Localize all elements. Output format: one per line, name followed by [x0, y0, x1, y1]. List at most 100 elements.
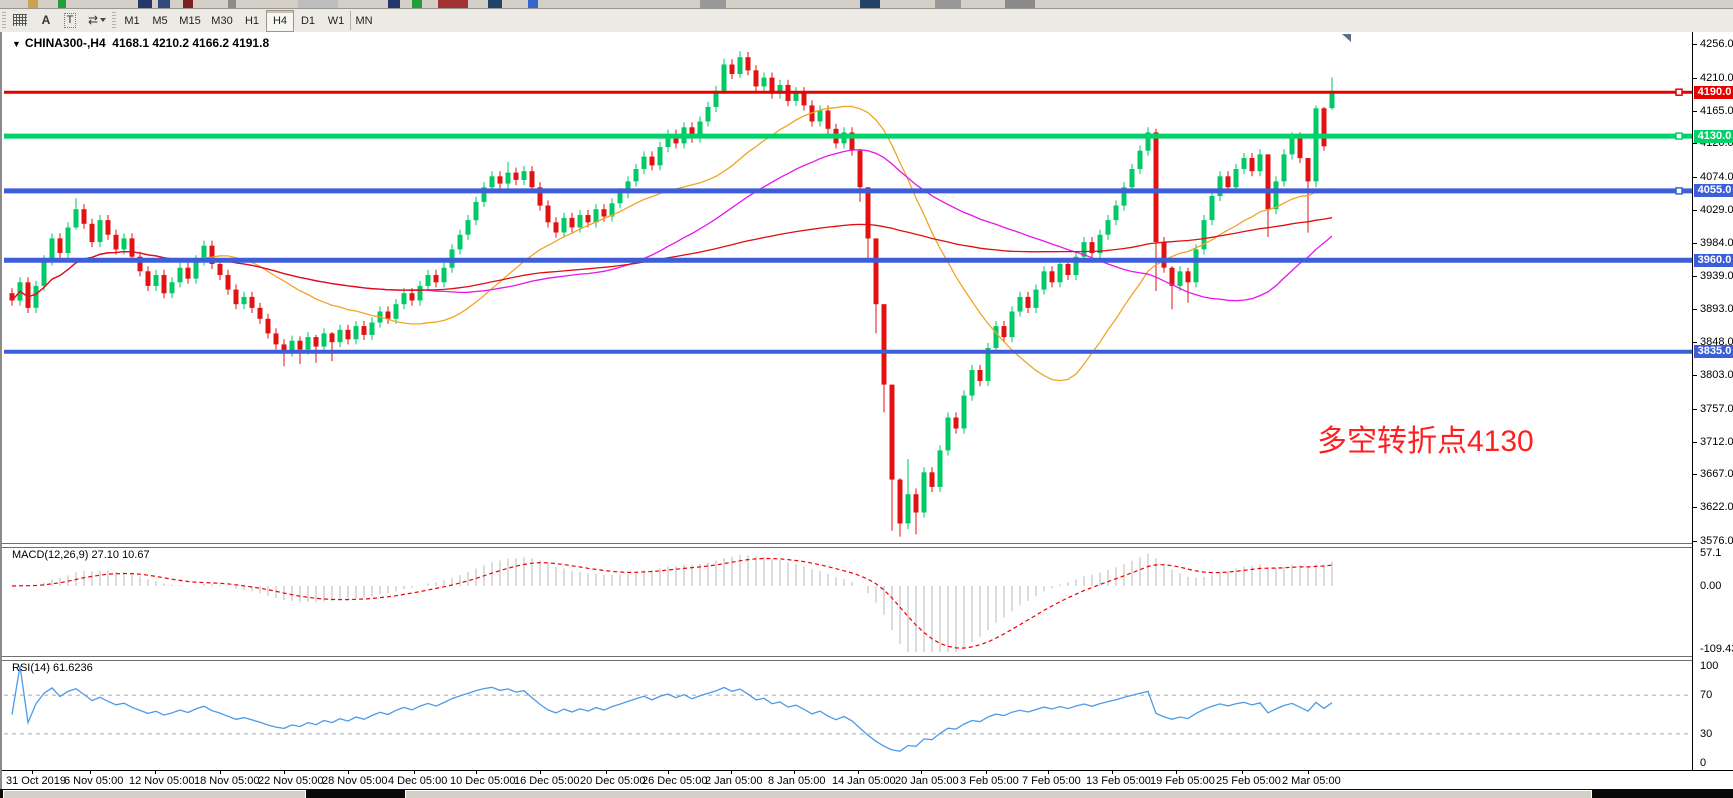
- chart-toolbar: A T ⇄ M1 M5 M15 M30 H1 H4 D1 W1 MN: [0, 9, 1733, 33]
- price-tick-label: 3712.0: [1700, 436, 1733, 448]
- price-tick-label: 4074.0: [1700, 171, 1733, 183]
- candle-body: [113, 234, 119, 250]
- toolbar-icon-fragment: [935, 0, 961, 8]
- axis-tick: [1693, 474, 1697, 475]
- price-axis[interactable]: 4256.0 4210.0 4165.0 4120.0 4074.0 4029.0 3984…: [1692, 32, 1733, 770]
- candle-body: [1049, 271, 1055, 283]
- macd-panel[interactable]: MACD(12,26,9) 27.10 10.67: [4, 546, 1692, 656]
- candle-body: [1105, 220, 1111, 235]
- line-edge-marker[interactable]: [1675, 132, 1683, 140]
- timeframe-button-mn[interactable]: MN: [355, 15, 373, 27]
- candle-body: [1169, 267, 1175, 286]
- time-tick-label: 28 Nov 05:00: [322, 775, 388, 787]
- timeframe-button-m1[interactable]: M1: [124, 15, 140, 27]
- candle-body: [177, 267, 183, 283]
- candle-body: [1209, 196, 1215, 221]
- time-tick: [1176, 771, 1177, 774]
- candle-body: [1089, 242, 1095, 254]
- toolbar-grip[interactable]: [112, 12, 116, 29]
- candle-body: [489, 176, 495, 188]
- toolbar-grip[interactable]: [2, 12, 6, 29]
- timeframe-button-w1[interactable]: W1: [327, 15, 345, 27]
- candle-body: [929, 472, 935, 487]
- candle-body: [361, 326, 367, 335]
- timeframe-button-m5[interactable]: M5: [152, 15, 168, 27]
- chart-shift-marker-icon[interactable]: [1342, 34, 1351, 42]
- toolbar-icon-fragment: [438, 0, 468, 8]
- candle-body: [313, 337, 319, 347]
- candle-body: [1233, 169, 1239, 188]
- candle-body: [505, 172, 511, 184]
- line-edge-marker[interactable]: [1675, 187, 1683, 195]
- dropdown-caret-icon[interactable]: [100, 18, 107, 22]
- toolbar-icon-fragment: [138, 0, 152, 8]
- time-tick-label: 25 Feb 05:00: [1216, 775, 1281, 787]
- toolbar-icon-fragment: [412, 0, 422, 8]
- candle-body: [761, 77, 767, 87]
- candle-body: [9, 293, 15, 301]
- rsi-panel[interactable]: RSI(14) 61.6236: [4, 659, 1692, 770]
- candle-body: [337, 329, 343, 343]
- arrange-windows-icon[interactable]: ⇄: [84, 11, 110, 29]
- candle-body: [1081, 242, 1087, 257]
- candle-body: [673, 134, 679, 144]
- panel-splitter[interactable]: [2, 656, 1733, 661]
- time-tick: [858, 771, 859, 774]
- candle-body: [473, 201, 479, 221]
- candle-body: [321, 333, 327, 347]
- time-tick: [794, 771, 795, 774]
- candle-body: [697, 121, 703, 138]
- panel-splitter[interactable]: [2, 543, 1733, 548]
- candle-body: [753, 70, 759, 87]
- time-tick: [155, 771, 156, 774]
- time-tick: [32, 771, 33, 774]
- timeframe-button-h1[interactable]: H1: [244, 15, 260, 27]
- time-tick-label: 19 Feb 05:00: [1150, 775, 1215, 787]
- candle-body: [825, 110, 831, 129]
- price-tick-label: 3803.0: [1700, 369, 1733, 381]
- toolbar-icon-fragment: [158, 0, 170, 8]
- candle-body: [129, 238, 135, 257]
- candle-body: [25, 282, 31, 308]
- candle-body: [729, 64, 735, 74]
- timeframe-button-m30[interactable]: M30: [211, 15, 233, 27]
- time-tick: [986, 771, 987, 774]
- candle-body: [649, 156, 655, 166]
- line-edge-marker[interactable]: [1675, 88, 1683, 96]
- candle-body: [945, 417, 951, 451]
- line-price-badge: 3835.0: [1694, 345, 1733, 358]
- macd-label: MACD(12,26,9) 27.10 10.67: [12, 549, 150, 561]
- price-tick-label: 3757.0: [1700, 403, 1733, 415]
- candle-body: [89, 223, 95, 243]
- time-tick-label: 2 Jan 05:00: [705, 775, 763, 787]
- text-label-icon[interactable]: T: [60, 11, 80, 29]
- candle-body: [793, 92, 799, 101]
- text-annotation[interactable]: 多空转折点4130: [1317, 425, 1534, 458]
- candle-body: [713, 90, 719, 107]
- candle-body: [161, 275, 167, 294]
- timeframe-button-d1[interactable]: D1: [300, 15, 316, 27]
- candle-body: [441, 267, 447, 283]
- line-price-badge: 3960.0: [1694, 254, 1733, 267]
- insert-text-icon[interactable]: A: [41, 13, 51, 27]
- time-tick: [540, 771, 541, 774]
- axis-tick: [1693, 243, 1697, 244]
- candle-body: [289, 340, 295, 352]
- main-price-plot[interactable]: ▼ CHINA300-,H4 4168.1 4210.2 4166.2 4191.…: [4, 32, 1692, 543]
- axis-tick: [1693, 442, 1697, 443]
- candle-body: [241, 296, 247, 305]
- crosshair-icon[interactable]: [10, 11, 30, 29]
- candle-body: [481, 187, 487, 202]
- candle-body: [1057, 264, 1063, 283]
- timeframe-button-m15[interactable]: M15: [179, 15, 201, 27]
- collapse-triangle-icon[interactable]: ▼: [12, 39, 21, 49]
- candle-body: [169, 282, 175, 294]
- macd-tick-label: 0.00: [1700, 580, 1722, 592]
- rsi-tick-label: 30: [1700, 728, 1713, 740]
- time-axis[interactable]: 31 Oct 2019 6 Nov 05:00 12 Nov 05:00 18 Nov…: [2, 770, 1733, 790]
- candle-body: [249, 296, 255, 308]
- rsi-line: [11, 665, 1333, 752]
- candle-body: [1297, 137, 1303, 159]
- timeframe-button-h4[interactable]: H4: [266, 10, 294, 32]
- candle-body: [1017, 296, 1023, 312]
